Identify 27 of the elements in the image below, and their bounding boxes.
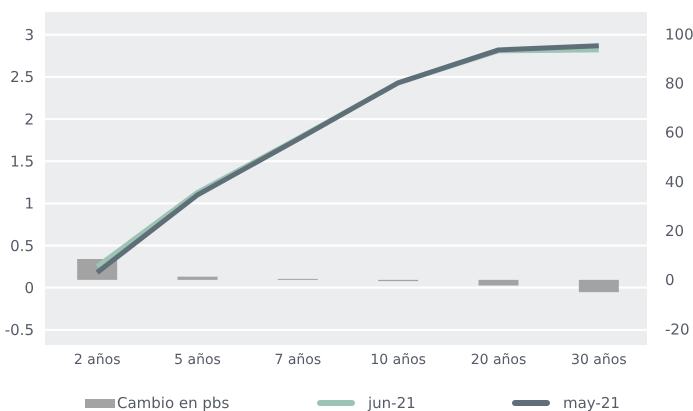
- y2-tick-label: -20: [665, 320, 690, 338]
- bar: [478, 280, 518, 286]
- bar: [578, 280, 619, 292]
- y-tick-label: 3: [24, 26, 34, 44]
- y2-tick-label: 0: [665, 271, 675, 290]
- legend-label: jun-21: [367, 394, 416, 411]
- y2-tick-label: 100: [665, 25, 693, 44]
- legend-label: may-21: [563, 394, 620, 411]
- bar: [178, 276, 218, 280]
- y-tick-label: 0: [24, 278, 34, 297]
- y2-tick-label: 60: [665, 124, 684, 142]
- y-tick-label: -0.5: [4, 321, 34, 340]
- y-tick-label: 2.5: [10, 68, 34, 86]
- y2-tick-label: 20: [665, 222, 684, 240]
- x-tick-label: 10 años: [370, 352, 426, 368]
- x-tick-label: 2 años: [74, 352, 121, 368]
- x-tick-label: 20 años: [470, 352, 526, 368]
- x-tick-label: 30 años: [571, 352, 627, 368]
- y-tick-label: 0.5: [10, 236, 34, 255]
- y-tick-label: 2: [24, 110, 34, 128]
- legend-label: Cambio en pbs: [117, 394, 230, 411]
- y-tick-label: 1: [24, 194, 34, 213]
- y2-tick-label: 80: [665, 74, 684, 93]
- x-tick-label: 5 años: [174, 352, 221, 368]
- y-tick-label: 1.5: [10, 152, 34, 170]
- x-tick-label: 7 años: [274, 352, 322, 368]
- y2-tick-label: 40: [665, 172, 684, 191]
